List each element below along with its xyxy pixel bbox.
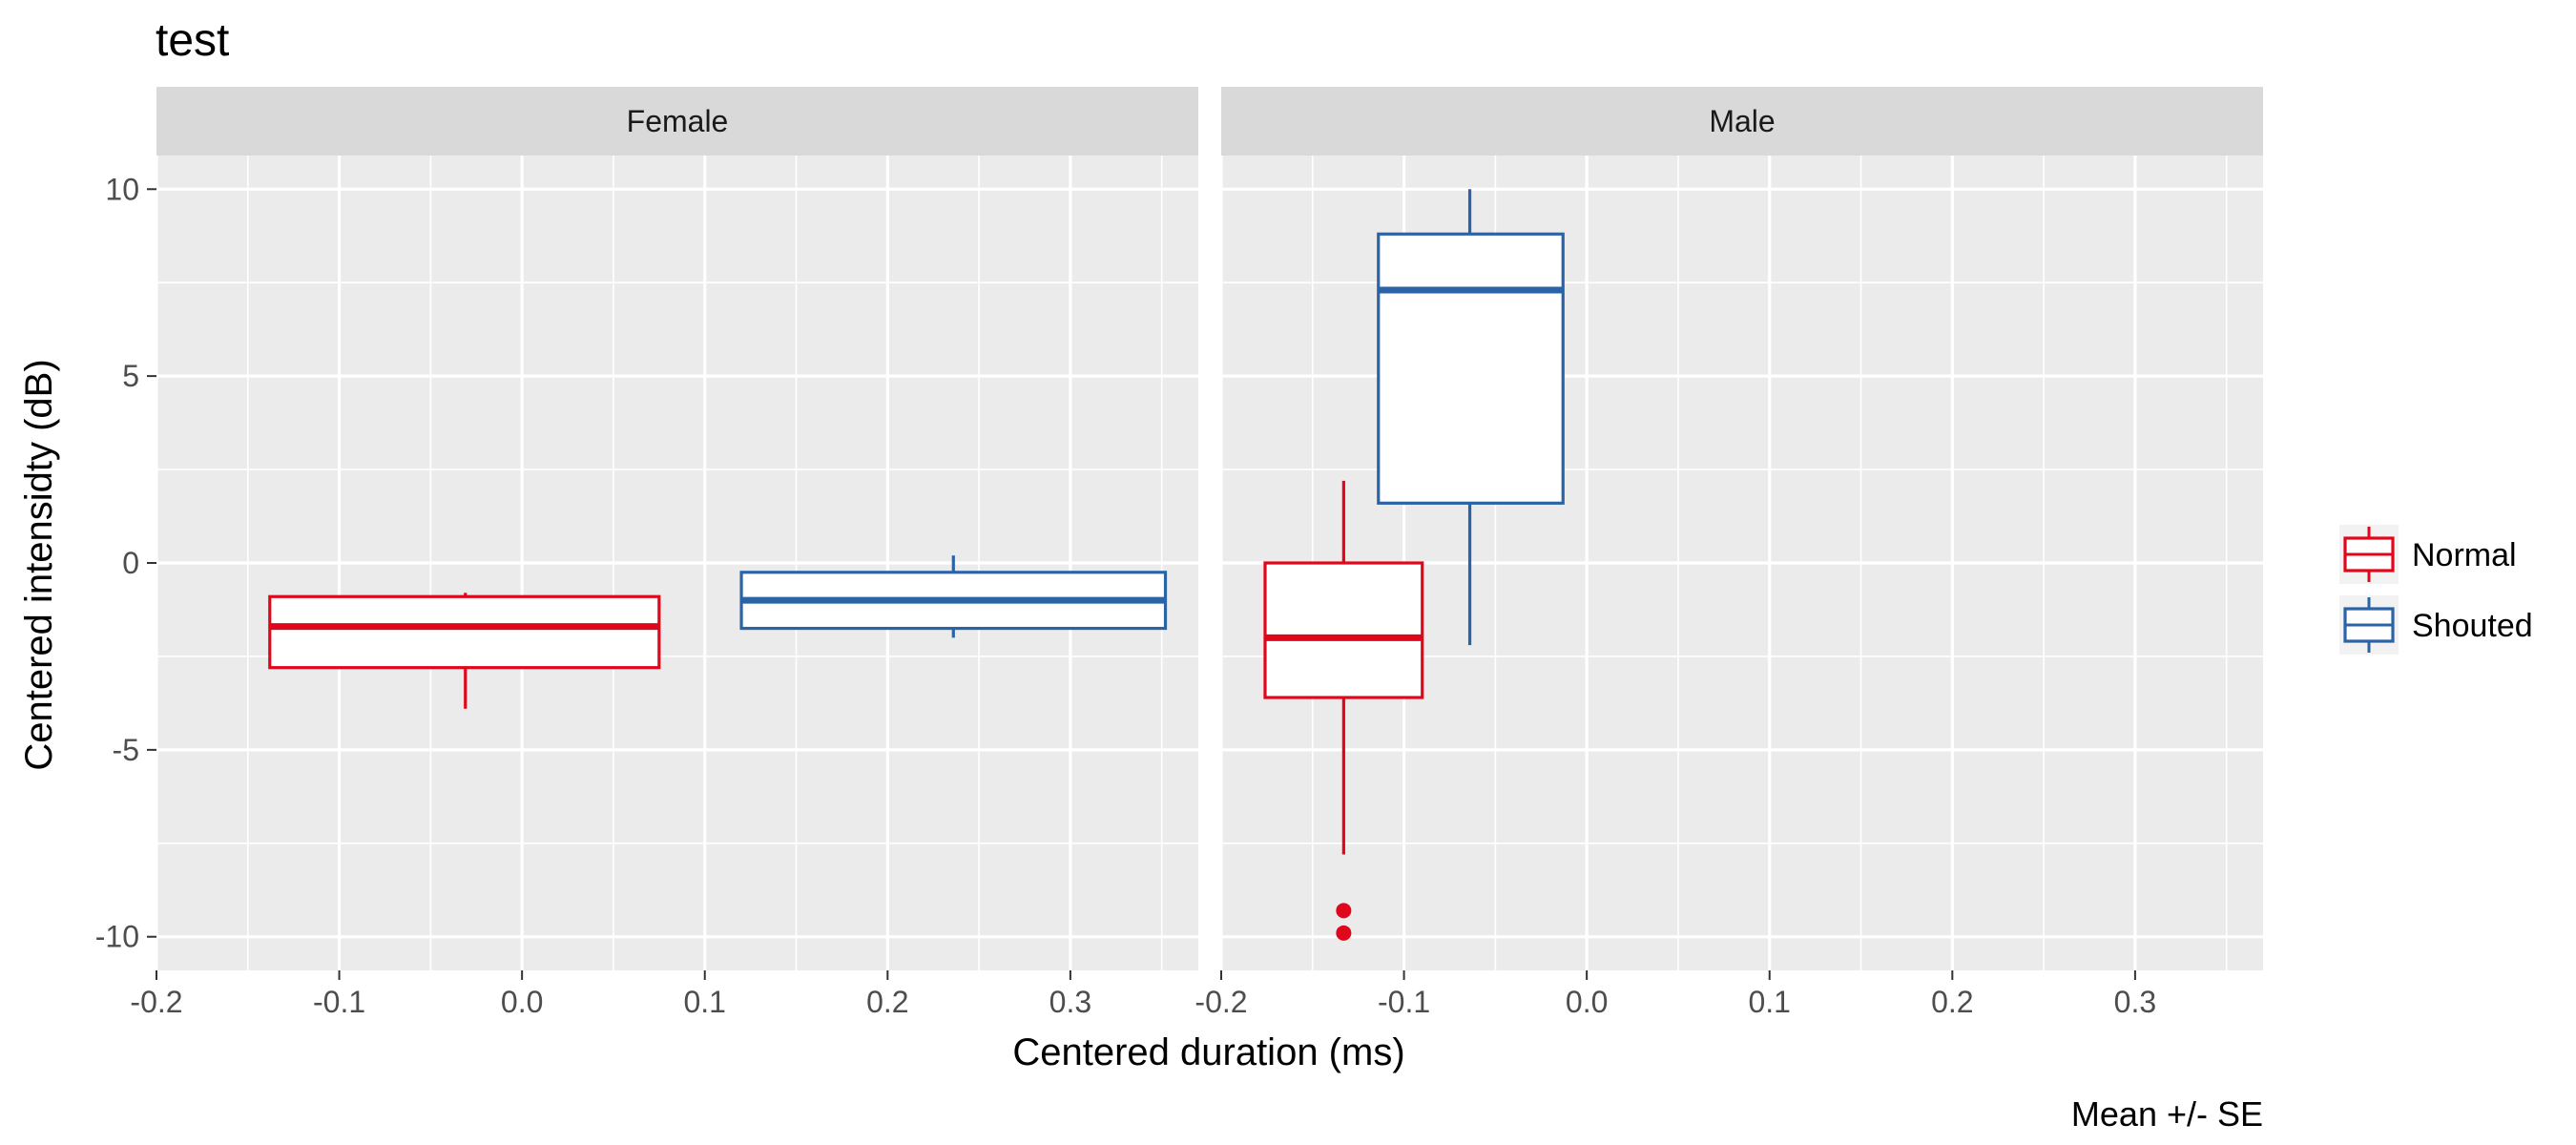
x-tick-label: 0.2 [866,985,908,1019]
x-tick-label: 0.1 [683,985,725,1019]
panel-female: Female -0.2 -0.1 0.0 0.1 0.2 0.3 [130,87,1198,1019]
x-tick-label: 0.0 [501,985,543,1019]
x-tick-label: -0.1 [313,985,365,1019]
facet-label: Male [1709,104,1775,138]
legend-item-shouted: Shouted [2339,595,2533,655]
legend: Normal Shouted [2339,525,2533,655]
x-tick-label: -0.2 [130,985,182,1019]
outlier-point [1336,925,1352,941]
box-iqr [1377,232,1565,505]
x-tick-label: 0.2 [1931,985,1973,1019]
facet-strip [156,87,1198,156]
y-tick-label: -5 [113,733,139,767]
y-tick-label: 5 [122,359,139,393]
outlier-point [1336,903,1352,919]
legend-label: Shouted [2412,608,2533,644]
facet-strip [1221,87,2263,156]
facet-label: Female [627,104,729,138]
box-shouted [739,555,1168,638]
x-tick-label: 0.3 [1049,985,1091,1019]
box-iqr [268,594,661,670]
y-axis: -10 -5 0 5 10 [95,172,156,954]
x-tick-label: 0.3 [2114,985,2156,1019]
facet-panels: Female -0.2 -0.1 0.0 0.1 0.2 0.3 Male -0.2 -0.1 0.… [130,87,2263,1019]
panel-male: Male -0.2 -0.1 0.0 0.1 0.2 0.3 [1195,87,2263,1019]
chart-title: test [156,15,229,66]
x-axis-label: Centered duration (ms) [1012,1031,1404,1073]
y-tick-label: 0 [122,546,139,580]
y-axis-label: Centered intensidty (dB) [18,359,60,770]
box-shouted [1377,189,1565,646]
x-tick-label: -0.2 [1195,985,1247,1019]
legend-label: Normal [2412,537,2517,573]
y-tick-label: 10 [105,172,139,206]
x-tick-label: 0.0 [1566,985,1608,1019]
legend-item-normal: Normal [2339,525,2517,584]
box-normal [268,593,661,709]
y-tick-label: -10 [95,920,139,954]
chart-caption: Mean +/- SE [2071,1094,2263,1134]
box-iqr [1263,561,1424,699]
x-tick-label: -0.1 [1378,985,1430,1019]
box-normal [1263,480,1424,941]
x-tick-label: 0.1 [1748,985,1790,1019]
